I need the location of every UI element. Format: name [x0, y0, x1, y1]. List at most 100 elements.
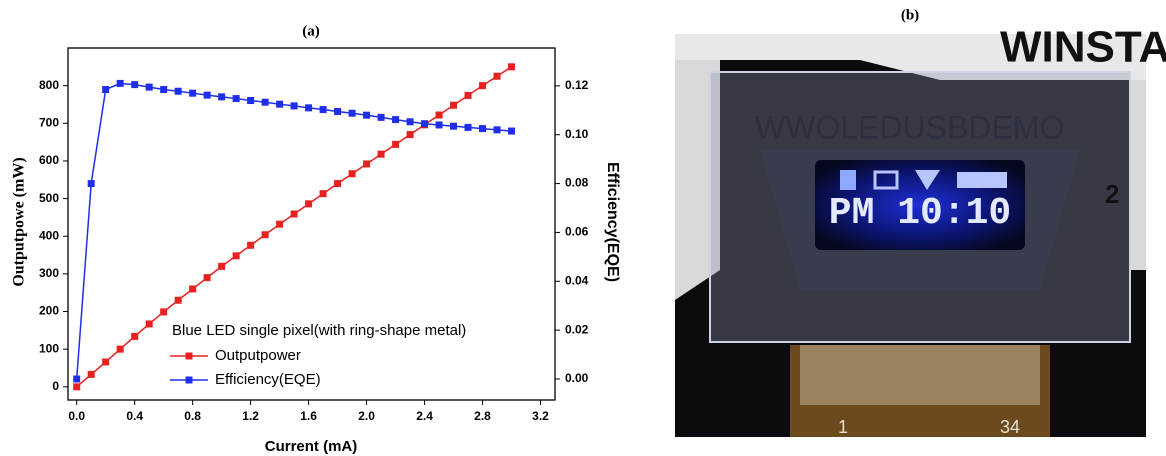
- data-point: [435, 121, 443, 129]
- data-point: [319, 106, 327, 114]
- data-point: [73, 375, 81, 383]
- photo: WINSTA WWOLEDUSBDEMO PM 10:10 2 1 34: [675, 23, 1166, 437]
- data-point: [290, 102, 298, 110]
- x-tick-label: 0.4: [126, 409, 143, 423]
- data-point: [145, 83, 153, 91]
- y-tick-label: 100: [39, 341, 59, 355]
- data-point: [464, 123, 472, 131]
- data-point: [276, 220, 284, 228]
- data-point: [261, 231, 269, 239]
- chart-title: (a): [302, 23, 320, 39]
- photo-label: (b): [901, 7, 919, 23]
- data-point: [508, 63, 516, 71]
- data-point: [305, 200, 313, 208]
- data-point: [116, 345, 124, 353]
- label-paper: [1130, 80, 1146, 270]
- data-point: [116, 79, 124, 87]
- legend-marker: [185, 376, 193, 384]
- brand-text: WINSTA: [1000, 23, 1166, 72]
- side-number: 2: [1105, 179, 1119, 209]
- data-point: [218, 93, 226, 101]
- data-point: [493, 126, 501, 134]
- y-tick-label: 500: [39, 191, 59, 205]
- x-axis-label: Current (mA): [265, 438, 358, 455]
- data-point: [87, 370, 95, 378]
- data-point: [87, 180, 95, 188]
- y2-tick-label: 0.02: [565, 322, 589, 336]
- data-point: [189, 285, 197, 293]
- data-point: [218, 262, 226, 270]
- data-point: [261, 98, 269, 106]
- data-point: [334, 108, 342, 116]
- data-point: [203, 91, 211, 99]
- label-paper: [675, 60, 720, 300]
- data-point: [102, 86, 110, 94]
- data-point: [290, 210, 298, 218]
- data-point: [160, 308, 168, 316]
- pin-label: 1: [838, 417, 848, 437]
- y-tick-label: 200: [39, 304, 59, 318]
- pin-label: 34: [1000, 417, 1020, 437]
- data-point: [247, 97, 255, 105]
- data-point: [276, 100, 284, 108]
- y2-tick-label: 0.12: [565, 78, 589, 92]
- data-point: [450, 122, 458, 130]
- icon: [915, 170, 940, 190]
- legend-label: Efficiency(EQE): [215, 371, 321, 388]
- data-point: [160, 86, 168, 94]
- data-point: [493, 72, 501, 80]
- x-tick-label: 0.8: [184, 409, 201, 423]
- data-point: [334, 180, 342, 188]
- y2-tick-label: 0.08: [565, 176, 589, 190]
- data-point: [131, 332, 139, 340]
- data-point: [377, 150, 385, 158]
- y2-axis-label: Efficiency(EQE): [604, 162, 621, 282]
- x-tick-label: 2.8: [474, 409, 491, 423]
- x-tick-label: 1.6: [300, 409, 317, 423]
- data-point: [435, 111, 443, 119]
- legend-title: Blue LED single pixel(with ring-shape me…: [172, 322, 466, 339]
- data-point: [392, 140, 400, 148]
- y-tick-label: 700: [39, 115, 59, 129]
- icon: [873, 170, 899, 190]
- y2-tick-label: 0.00: [565, 371, 589, 385]
- data-point: [232, 95, 240, 103]
- x-tick-label: 2.4: [416, 409, 433, 423]
- y2-tick-label: 0.10: [565, 127, 589, 141]
- data-point: [421, 120, 429, 128]
- data-point: [203, 274, 211, 282]
- data-point: [363, 160, 371, 168]
- data-point: [73, 383, 81, 391]
- data-point: [450, 101, 458, 109]
- y-tick-label: 600: [39, 153, 59, 167]
- data-point: [305, 104, 313, 112]
- y-tick-label: 400: [39, 228, 59, 242]
- data-point: [377, 113, 385, 121]
- data-point: [363, 111, 371, 119]
- y2-tick-label: 0.06: [565, 225, 589, 239]
- clock-text: PM 10:10: [829, 192, 1011, 235]
- y-tick-label: 0: [52, 379, 59, 393]
- y-tick-label: 800: [39, 78, 59, 92]
- data-point: [189, 89, 197, 97]
- y-tick-label: 300: [39, 266, 59, 280]
- data-point: [406, 131, 414, 139]
- data-point: [464, 91, 472, 99]
- data-point: [406, 118, 414, 126]
- data-point: [145, 320, 153, 328]
- data-point: [174, 296, 182, 304]
- y2-tick-label: 0.04: [565, 273, 589, 287]
- data-point: [479, 82, 487, 90]
- plot-frame: [67, 47, 556, 401]
- data-point: [131, 81, 139, 89]
- icon: [957, 172, 1007, 188]
- x-tick-label: 1.2: [242, 409, 259, 423]
- data-point: [348, 170, 356, 178]
- connector-pins: [800, 345, 1040, 405]
- legend-marker: [185, 352, 193, 360]
- icon: [840, 170, 856, 190]
- label-paper: [675, 34, 1146, 80]
- x-tick-label: 2.0: [358, 409, 375, 423]
